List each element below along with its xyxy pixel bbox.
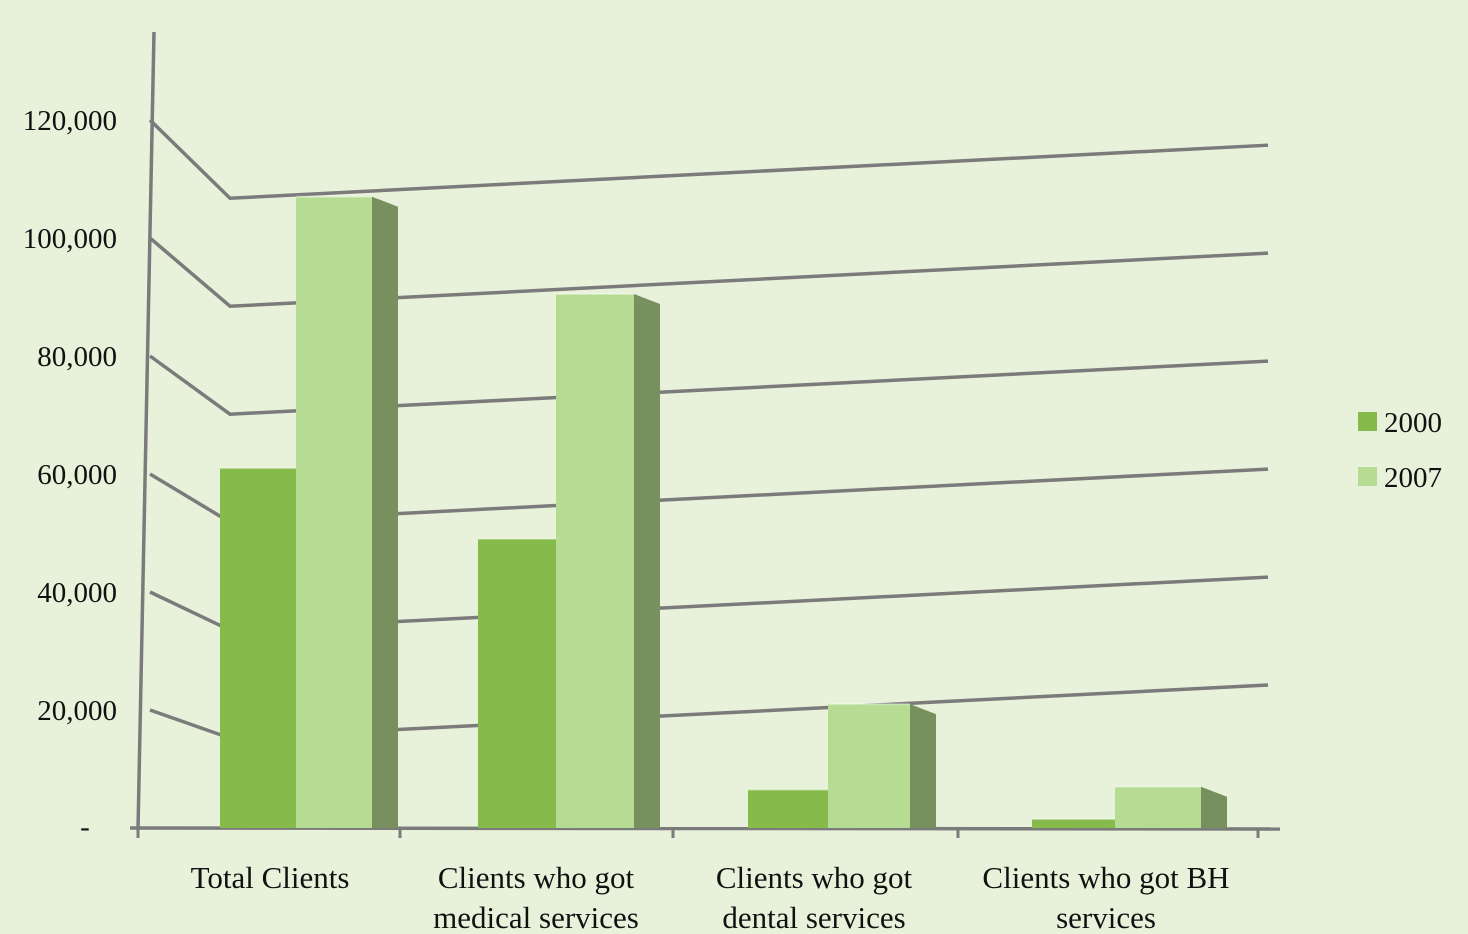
y-tick-label: 20,000 [37,695,117,727]
bar-front-face [478,538,556,828]
y-tick-label: 80,000 [37,341,117,373]
bar-front-face [748,789,828,828]
bar-2000-3 [1032,818,1115,828]
bar-side-face [910,704,936,828]
y-tick-label: - [80,811,90,843]
bar-2007-2 [828,703,936,828]
bar-front-face [556,294,634,828]
axes [129,31,1281,838]
bar-front-face [1032,819,1115,828]
bar-front-face [296,196,372,828]
x-category-label: Clients who got dental services [716,860,913,934]
legend-label: 2007 [1384,462,1442,494]
legend-item-2007: 2007 [1358,462,1442,494]
bar-2007-1 [556,293,660,828]
bar-front-face [220,468,296,828]
y-tick-label: 60,000 [37,459,117,491]
x-category-label-line: Clients who got [716,860,913,895]
bar-2007-3 [1115,785,1227,828]
bar-front-face [1115,786,1201,828]
x-category-label-line: dental services [722,900,905,934]
legend-swatch [1358,412,1377,431]
y-tick-label: 40,000 [37,577,117,609]
x-category-label: Clients who got BH services [982,860,1229,934]
x-category-label-line: medical services [433,900,639,934]
bar-2007-0 [296,195,398,828]
bar-2000-1 [478,537,556,828]
x-category-label: Total Clients [191,860,350,895]
bar-2000-0 [220,467,296,828]
bar-side-face [634,294,660,828]
y-axis-line [136,31,156,831]
y-tick-label: 100,000 [23,223,117,255]
gridline [148,118,1269,201]
legend-item-2000: 2000 [1358,407,1442,439]
x-axis-line [129,826,1281,831]
y-tick-label: 120,000 [23,105,117,137]
gridline [148,354,1269,416]
bars [220,195,1227,828]
legend-label: 2000 [1384,407,1442,439]
gridline [148,236,1269,309]
legend: 2000 2007 [1358,407,1442,494]
bar-side-face [372,196,398,828]
y-tick-labels: - 20,000 40,000 60,000 80,000 100,000 120,000 [23,105,117,843]
x-category-label-line: Clients who got BH [982,860,1229,895]
legend-swatch [1358,467,1377,486]
x-category-label: Clients who got medical services [433,860,639,934]
x-category-label-line: Clients who got [438,860,635,895]
bar-front-face [828,704,910,828]
x-category-labels: Total Clients Clients who got medical serv… [191,860,1230,934]
bar-side-face [1201,786,1227,828]
x-category-label-line: services [1056,900,1156,934]
bar-2000-2 [748,788,828,828]
x-category-label-line: Total Clients [191,860,350,895]
